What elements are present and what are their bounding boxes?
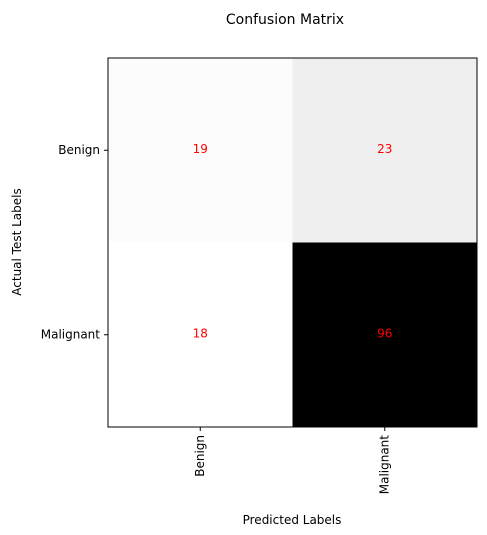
cell-value-1-0: 18 [193,326,208,340]
y-tick-label: Malignant [41,327,101,341]
chart-title: Confusion Matrix [226,12,344,28]
cell-value-0-0: 19 [193,142,208,156]
heatmap-cells [108,58,478,428]
y-axis-label: Actual Test Labels [10,188,24,295]
x-tick-label: Malignant [377,435,391,495]
cell-value-0-1: 23 [377,142,392,156]
heatmap-cell-0-1 [292,58,478,243]
plot-frame [107,57,478,428]
heatmap-cell-1-1 [292,242,478,428]
heatmap-cell-0-0 [108,58,293,243]
heatmap-cell-1-0 [108,242,293,428]
x-axis-label: Predicted Labels [243,513,342,527]
cell-value-1-1: 96 [377,326,392,340]
y-axis-ticks: Benign Malignant [41,143,108,341]
x-axis-ticks: Benign Malignant [193,427,391,495]
cell-annotations: 19 23 18 96 [193,142,393,341]
x-tick-label: Benign [193,435,207,477]
y-tick-label: Benign [58,143,100,157]
